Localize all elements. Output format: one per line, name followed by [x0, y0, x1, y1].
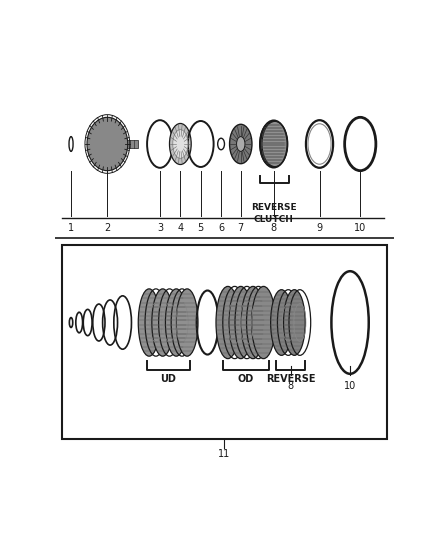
Ellipse shape	[152, 289, 173, 356]
Text: 10: 10	[344, 381, 356, 391]
Text: 1: 1	[68, 223, 74, 233]
Bar	[106, 140, 138, 148]
Ellipse shape	[262, 122, 288, 166]
Text: REVERSE: REVERSE	[266, 374, 315, 384]
Text: 11: 11	[219, 449, 230, 459]
Ellipse shape	[237, 136, 245, 151]
Text: 7: 7	[238, 223, 244, 233]
Text: 3: 3	[157, 223, 163, 233]
Ellipse shape	[283, 290, 305, 356]
Ellipse shape	[241, 286, 265, 359]
Ellipse shape	[138, 289, 160, 356]
Text: 8: 8	[271, 223, 277, 233]
Text: REVERSE
CLUTCH: REVERSE CLUTCH	[251, 204, 297, 224]
Text: 2: 2	[104, 223, 110, 233]
Ellipse shape	[170, 124, 191, 165]
Ellipse shape	[251, 286, 276, 359]
Ellipse shape	[166, 289, 187, 356]
Ellipse shape	[176, 289, 198, 356]
Text: 9: 9	[317, 223, 322, 233]
Text: 6: 6	[218, 223, 224, 233]
Ellipse shape	[229, 286, 253, 359]
Ellipse shape	[173, 130, 188, 158]
Ellipse shape	[260, 122, 286, 166]
Text: 4: 4	[177, 223, 184, 233]
Text: UD: UD	[160, 374, 176, 384]
Ellipse shape	[261, 122, 286, 166]
Ellipse shape	[230, 124, 252, 164]
Text: 5: 5	[198, 223, 204, 233]
Text: 8: 8	[288, 381, 294, 391]
Text: 10: 10	[354, 223, 366, 233]
Ellipse shape	[87, 117, 128, 171]
Bar	[62, 245, 387, 440]
Ellipse shape	[216, 286, 240, 359]
Ellipse shape	[271, 290, 293, 356]
Text: OD: OD	[238, 374, 254, 384]
